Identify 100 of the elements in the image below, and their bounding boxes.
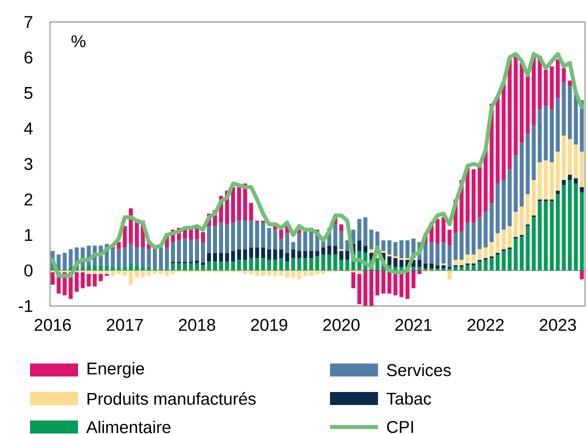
bar	[496, 184, 500, 234]
bar	[556, 59, 560, 98]
bar	[255, 222, 260, 248]
bar	[339, 224, 344, 232]
bar	[393, 266, 398, 270]
bar	[62, 252, 67, 269]
bar	[158, 247, 163, 269]
bar	[231, 250, 236, 262]
bar	[490, 203, 494, 242]
bar	[249, 270, 254, 274]
legend-label: Produits manufacturés	[88, 392, 256, 405]
bar	[146, 249, 151, 267]
bar	[484, 247, 488, 258]
bar	[98, 274, 103, 282]
bar	[273, 249, 278, 260]
bar	[321, 247, 326, 255]
legend-label: Energie	[88, 362, 144, 378]
bar	[128, 263, 133, 270]
bar	[255, 258, 260, 270]
bar	[134, 247, 139, 266]
bar	[122, 226, 127, 248]
bar	[550, 108, 554, 162]
y-tick-label: 3	[24, 158, 32, 170]
bar	[568, 80, 572, 86]
x-tick-label: 2022	[468, 318, 504, 331]
bar	[387, 240, 392, 255]
bar	[424, 263, 428, 269]
bar	[104, 265, 109, 270]
bar	[496, 254, 500, 270]
x-tick-label: 2020	[323, 318, 360, 331]
bar	[514, 238, 518, 270]
bar	[472, 169, 476, 223]
bar	[309, 270, 314, 276]
bar	[237, 249, 242, 260]
bar	[478, 166, 482, 218]
bar	[502, 250, 506, 270]
bar	[110, 266, 115, 270]
bar	[243, 260, 248, 270]
bar	[490, 242, 494, 256]
bar	[110, 249, 115, 267]
bar	[213, 226, 218, 253]
y-tick-label: 5	[24, 87, 32, 99]
bar	[454, 233, 458, 260]
bar	[261, 247, 266, 258]
bar	[508, 226, 512, 248]
bar	[478, 217, 482, 250]
bar	[104, 270, 109, 274]
bar	[164, 247, 169, 269]
bar	[550, 201, 554, 270]
bar	[68, 249, 73, 267]
bar	[526, 134, 530, 194]
bar	[237, 260, 242, 270]
bar	[369, 230, 374, 250]
bar	[562, 68, 566, 82]
bar	[424, 244, 428, 264]
bar	[496, 233, 500, 253]
bar	[448, 246, 452, 267]
legend-label: CPI	[387, 420, 413, 434]
bar	[158, 270, 163, 274]
bar	[417, 270, 422, 274]
bar	[472, 265, 476, 270]
bar	[303, 270, 308, 276]
bar	[134, 270, 139, 278]
bar	[267, 260, 272, 270]
bar	[405, 240, 410, 258]
bar	[80, 266, 85, 270]
bar	[514, 56, 518, 156]
bar	[279, 270, 284, 276]
bar	[255, 247, 260, 258]
bar	[122, 270, 127, 276]
bar	[442, 217, 446, 242]
bar	[122, 247, 127, 267]
bar	[255, 270, 260, 276]
bar	[182, 238, 187, 262]
bar	[170, 242, 175, 262]
bar	[562, 136, 566, 180]
bar	[146, 266, 151, 270]
bar	[291, 258, 296, 270]
bar	[291, 242, 296, 250]
bar	[574, 94, 578, 144]
bar	[508, 249, 512, 270]
bar	[345, 260, 350, 270]
bar	[556, 194, 560, 270]
bar	[339, 260, 344, 270]
legend-label: Alimentaire	[86, 420, 170, 434]
bar	[285, 252, 290, 262]
bar	[140, 266, 145, 270]
bar	[454, 260, 458, 266]
bar	[387, 270, 392, 294]
bar	[231, 222, 236, 251]
x-tick-label: 2017	[106, 318, 143, 331]
bar	[339, 250, 344, 260]
bar	[195, 263, 199, 270]
bar	[466, 168, 470, 223]
bar	[303, 250, 308, 258]
bar	[472, 254, 476, 264]
bar	[369, 249, 374, 253]
bar	[321, 270, 326, 274]
y-axis-title: %	[72, 35, 86, 48]
bar	[267, 249, 272, 260]
